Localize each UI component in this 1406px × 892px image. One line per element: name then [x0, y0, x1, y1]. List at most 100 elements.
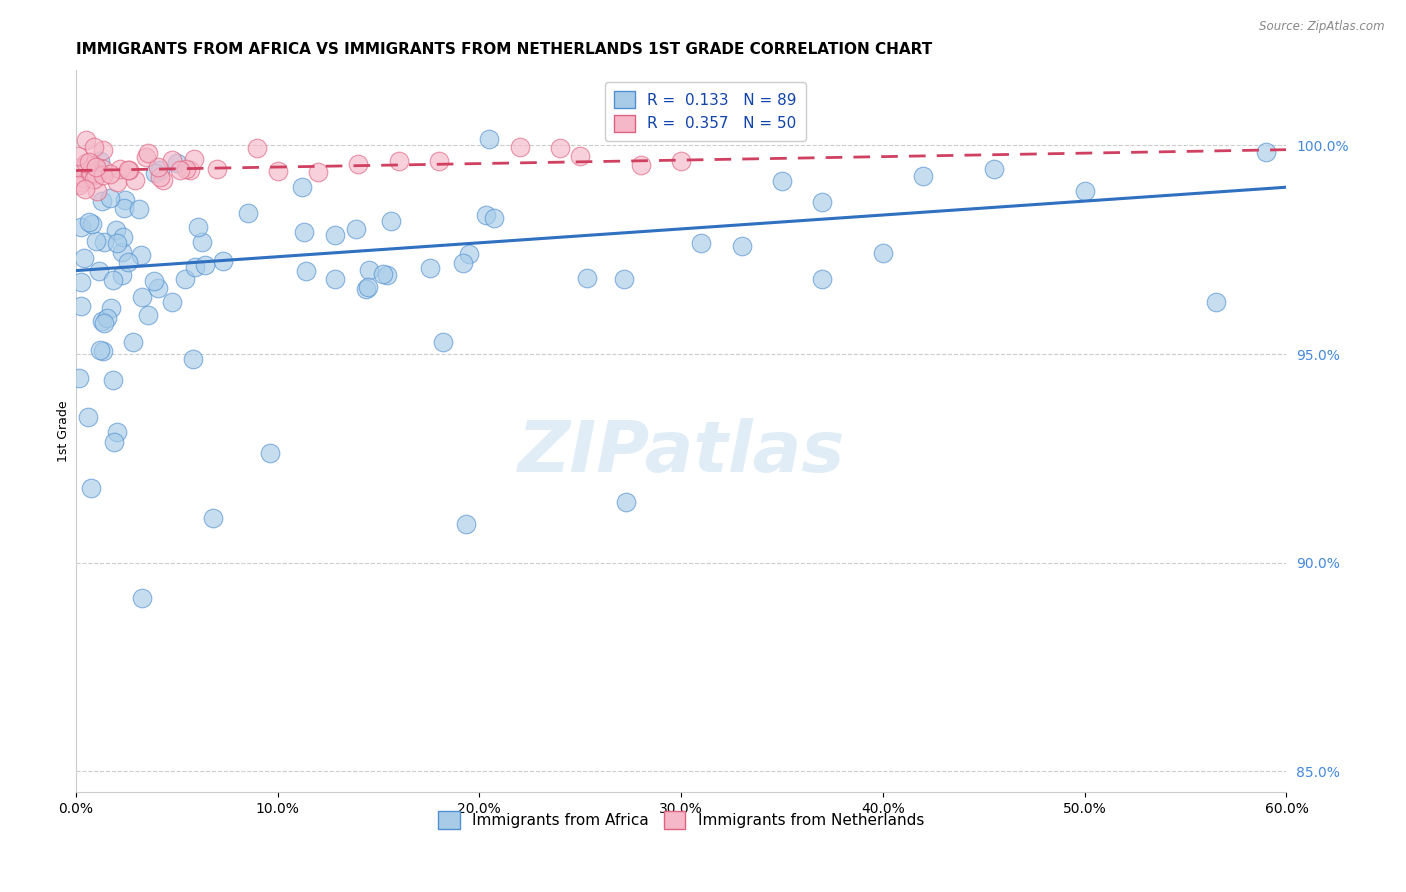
Point [70, 175, 93, 189]
Point [104, 223, 127, 237]
Point [131, 591, 153, 605]
Point [179, 162, 201, 177]
Point [451, 256, 474, 270]
Point [73, 251, 96, 265]
Point [86, 184, 108, 198]
Point [84, 234, 107, 248]
Point [105, 425, 128, 440]
Point [183, 152, 205, 166]
Point [87, 264, 110, 278]
Point [690, 236, 713, 251]
Point [1073, 184, 1095, 198]
Point [162, 153, 184, 167]
Point [128, 202, 150, 217]
Point [89, 343, 111, 357]
Point [181, 351, 204, 366]
Point [187, 219, 209, 234]
Point [294, 264, 316, 278]
Point [91, 314, 114, 328]
Point [83, 140, 105, 154]
Point [80, 481, 103, 495]
Point [143, 274, 166, 288]
Point [454, 516, 477, 531]
Point [112, 201, 135, 215]
Point [108, 161, 131, 176]
Point [131, 290, 153, 304]
Point [872, 246, 894, 260]
Point [70, 220, 93, 235]
Point [193, 258, 215, 272]
Point [117, 255, 139, 269]
Point [612, 272, 634, 286]
Point [143, 165, 166, 179]
Point [91, 161, 114, 176]
Point [79, 166, 101, 180]
Point [84, 160, 107, 174]
Point [146, 280, 169, 294]
Point [124, 173, 146, 187]
Point [191, 235, 214, 249]
Point [152, 173, 174, 187]
Point [614, 494, 637, 508]
Point [183, 260, 205, 274]
Point [770, 174, 793, 188]
Point [912, 169, 935, 183]
Point [387, 153, 409, 168]
Point [548, 141, 571, 155]
Text: ZIPatlas: ZIPatlas [517, 418, 845, 487]
Point [730, 239, 752, 253]
Point [111, 230, 134, 244]
Point [266, 164, 288, 178]
Point [77, 409, 100, 424]
Point [166, 155, 188, 169]
Point [174, 272, 197, 286]
Point [114, 193, 136, 207]
Point [82, 166, 104, 180]
Point [259, 445, 281, 459]
Point [149, 163, 172, 178]
Point [484, 211, 506, 226]
Point [357, 262, 380, 277]
Point [509, 139, 531, 153]
Point [101, 373, 124, 387]
Point [162, 295, 184, 310]
Point [291, 180, 314, 194]
Point [174, 161, 197, 176]
Point [96, 310, 118, 325]
Point [72, 170, 94, 185]
Point [1256, 145, 1278, 160]
Point [201, 511, 224, 525]
Point [347, 157, 370, 171]
Point [93, 235, 115, 249]
Point [89, 154, 111, 169]
Point [294, 225, 316, 239]
Point [83, 172, 105, 186]
Point [77, 215, 100, 229]
Point [630, 158, 652, 172]
Point [375, 268, 398, 282]
Point [122, 335, 145, 350]
Point [84, 168, 107, 182]
Point [569, 148, 592, 162]
Point [67, 149, 90, 163]
Point [432, 335, 454, 350]
Point [149, 169, 172, 184]
Point [356, 279, 378, 293]
Point [148, 160, 170, 174]
Point [75, 133, 97, 147]
Point [344, 221, 367, 235]
Point [105, 175, 128, 189]
Point [93, 316, 115, 330]
Point [101, 273, 124, 287]
Point [135, 150, 157, 164]
Point [82, 158, 104, 172]
Point [169, 163, 191, 178]
Point [100, 301, 122, 315]
Point [67, 371, 90, 385]
Point [478, 132, 501, 146]
Point [70, 299, 93, 313]
Point [236, 205, 259, 219]
Legend: Immigrants from Africa, Immigrants from Netherlands: Immigrants from Africa, Immigrants from … [432, 805, 929, 835]
Point [669, 154, 692, 169]
Y-axis label: 1st Grade: 1st Grade [58, 401, 70, 462]
